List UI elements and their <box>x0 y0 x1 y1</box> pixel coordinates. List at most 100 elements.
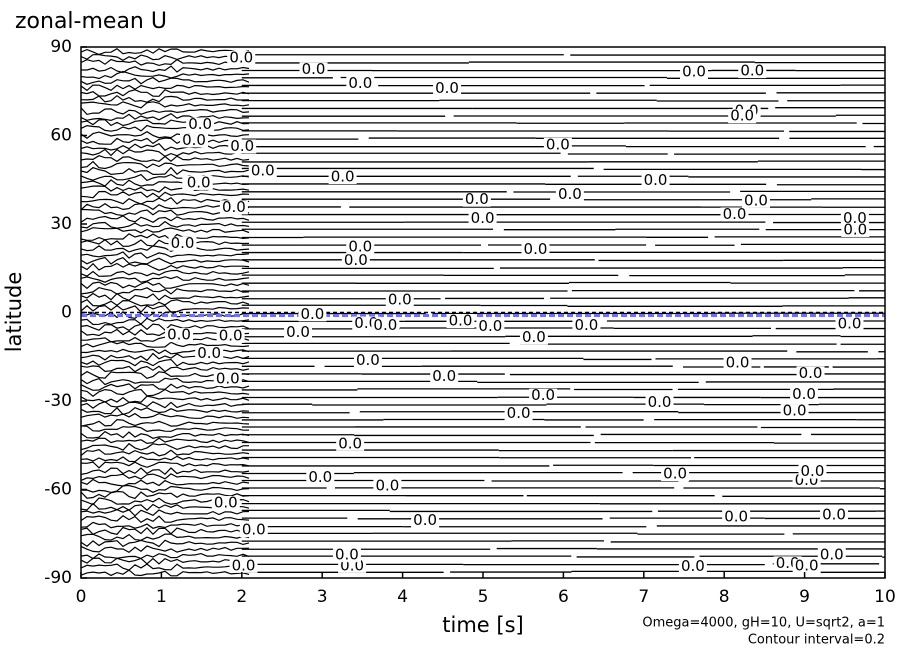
contour-line <box>80 142 250 151</box>
x-tick-label: 2 <box>236 587 247 607</box>
contour-line <box>80 179 250 187</box>
contour-label: 0.0 <box>188 115 212 133</box>
label-background <box>780 404 809 419</box>
contour-line <box>80 442 250 451</box>
contour-label: 0.0 <box>558 185 582 203</box>
label-background <box>790 387 819 402</box>
y-tick-label: 0 <box>61 303 72 323</box>
label-background <box>741 193 770 208</box>
contour-label: 0.0 <box>730 107 754 125</box>
chart-title: zonal-mean U <box>15 9 167 34</box>
annotation: Omega=4000, gH=10, U=sqrt2, a=1 <box>642 616 885 631</box>
contour-label: 0.0 <box>338 434 362 452</box>
contour-label: 0.0 <box>356 351 380 369</box>
label-background <box>723 355 752 370</box>
label-background <box>840 211 869 226</box>
contour-label: 0.0 <box>348 238 372 256</box>
label-background <box>239 523 268 538</box>
label-background <box>284 325 313 340</box>
label-background <box>165 328 194 343</box>
contour-line <box>80 53 250 61</box>
x-tick-label: 3 <box>317 587 328 607</box>
contour-line <box>80 539 250 548</box>
label-background <box>521 242 550 257</box>
contour-label: 0.0 <box>644 171 668 189</box>
contour-line <box>80 467 250 475</box>
contour-line <box>80 569 250 577</box>
x-tick-label: 6 <box>558 587 569 607</box>
contour-label: 0.0 <box>783 402 807 420</box>
contour-label: 0.0 <box>822 506 846 524</box>
label-background <box>353 353 382 368</box>
contour-line <box>80 388 250 397</box>
contour-line <box>80 233 250 241</box>
x-tick-label: 4 <box>397 587 408 607</box>
contour-line <box>80 526 250 536</box>
contour-line <box>80 352 250 362</box>
contour-label: 0.0 <box>302 60 326 78</box>
label-background <box>555 187 584 202</box>
contour-line <box>80 406 250 416</box>
contour-label: 0.0 <box>792 385 816 403</box>
x-tick-label: 9 <box>799 587 810 607</box>
contour-line <box>80 490 250 500</box>
contour-label: 0.0 <box>219 326 243 344</box>
contour-label: 0.0 <box>286 323 310 341</box>
contour-label: 0.0 <box>348 74 372 92</box>
contour-line <box>81 65 250 74</box>
contour-line <box>80 227 250 234</box>
contour-line <box>80 88 250 97</box>
contour-label: 0.0 <box>575 316 599 334</box>
contour-label: 0.0 <box>232 556 256 574</box>
x-tick-label: 1 <box>156 587 167 607</box>
label-background <box>184 175 213 190</box>
contour-line <box>80 521 250 529</box>
label-background <box>328 170 357 185</box>
contour-line <box>80 131 250 139</box>
contour-line <box>80 76 250 85</box>
contour-label: 0.0 <box>843 220 867 238</box>
contour-line <box>80 107 250 116</box>
label-background <box>373 478 402 493</box>
contour-label: 0.0 <box>726 353 750 371</box>
contour-line <box>80 418 250 427</box>
contour-line <box>80 239 250 247</box>
annotation: Contour interval=0.2 <box>748 633 885 648</box>
label-background <box>338 558 367 573</box>
contour-label: 0.0 <box>682 63 706 81</box>
contour-label: 0.0 <box>465 190 489 208</box>
contour-line <box>80 220 250 229</box>
label-background <box>572 318 601 333</box>
y-tick-label: -60 <box>44 480 72 500</box>
contour-line <box>80 348 250 355</box>
y-axis-label: latitude <box>2 272 26 353</box>
contour-label: 0.0 <box>795 557 819 575</box>
contour-label: 0.0 <box>449 312 473 330</box>
label-background <box>332 548 361 563</box>
contour-line <box>80 269 250 277</box>
contour-line <box>80 137 250 145</box>
contour-line <box>80 119 250 127</box>
contour-label: 0.0 <box>681 557 705 575</box>
contour-line <box>80 70 250 80</box>
contour-label: 0.0 <box>471 209 495 227</box>
contour-line <box>80 84 250 92</box>
contour-label: 0.0 <box>744 191 768 209</box>
contour-line <box>80 160 250 170</box>
contour-line <box>80 275 250 283</box>
x-tick-label: 0 <box>76 587 87 607</box>
label-background <box>796 366 825 381</box>
y-tick-label: -90 <box>44 568 72 588</box>
contour-line <box>80 190 250 199</box>
contour-label: 0.0 <box>838 314 862 332</box>
label-background <box>299 62 328 77</box>
label-background <box>476 319 505 334</box>
contour-line <box>80 47 250 56</box>
contour-label: 0.0 <box>222 198 246 216</box>
contour-label: 0.0 <box>242 521 266 539</box>
contour-label: 0.0 <box>182 131 206 149</box>
contour-label: 0.0 <box>507 404 531 422</box>
contour-label: 0.0 <box>373 316 397 334</box>
label-background <box>371 318 400 333</box>
contour-label: 0.0 <box>799 364 823 382</box>
